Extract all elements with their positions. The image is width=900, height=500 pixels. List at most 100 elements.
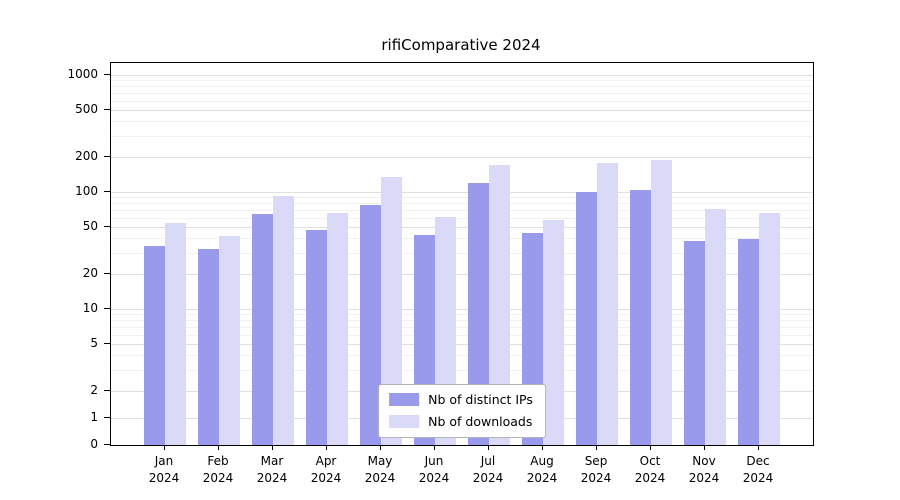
x-tick-month: Nov — [692, 454, 716, 468]
x-tick-year: 2024 — [256, 471, 288, 486]
gridline — [111, 156, 813, 158]
x-tick-mark — [487, 445, 489, 450]
x-tick-year: 2024 — [472, 471, 504, 486]
x-tick-year: 2024 — [526, 471, 558, 486]
y-tick-label: 2 — [90, 383, 98, 397]
gridline-minor — [111, 334, 813, 336]
legend: Nb of distinct IPs Nb of downloads — [378, 384, 546, 438]
x-tick-month: Mar — [260, 454, 284, 468]
gridline-minor — [111, 252, 813, 254]
bar-distinct-ips — [468, 182, 489, 445]
bar-distinct-ips — [306, 229, 327, 445]
y-tick-label: 200 — [75, 149, 98, 163]
x-tick-month: Feb — [207, 454, 229, 468]
y-tick-mark — [104, 443, 110, 445]
x-tick-mark — [649, 445, 651, 450]
y-tick-mark — [104, 307, 110, 309]
y-tick-mark — [104, 190, 110, 192]
x-tick-year: 2024 — [310, 471, 342, 486]
gridline — [111, 191, 813, 193]
gridline-minor — [111, 217, 813, 219]
y-tick-mark — [104, 108, 110, 110]
plot-area: Nb of distinct IPs Nb of downloads — [110, 62, 814, 446]
x-tick-label: Sep 2024 — [564, 453, 628, 488]
x-tick-label: Aug 2024 — [510, 453, 574, 488]
gridline — [111, 74, 813, 76]
gridline-minor — [111, 203, 813, 205]
x-tick-month: Jul — [480, 454, 496, 468]
y-tick-mark — [104, 225, 110, 227]
x-tick-month: Jun — [424, 454, 444, 468]
y-tick-label: 1000 — [67, 67, 98, 82]
y-tick-label: 500 — [75, 102, 98, 117]
bar-distinct-ips — [630, 189, 651, 445]
gridline — [111, 273, 813, 275]
bar-downloads — [327, 213, 348, 445]
bar-distinct-ips — [576, 192, 597, 445]
legend-swatch-distinct-ips — [389, 393, 420, 406]
legend-label-downloads: Nb of downloads — [428, 414, 533, 429]
x-tick-mark — [217, 445, 219, 450]
y-tick-mark — [104, 416, 110, 418]
bar-distinct-ips — [252, 214, 273, 445]
bar-distinct-ips — [198, 248, 219, 445]
y-tick-mark — [104, 389, 110, 391]
x-tick-year: 2024 — [418, 471, 450, 486]
y-tick-label: 10 — [82, 301, 98, 316]
bar-distinct-ips — [738, 238, 759, 445]
gridline-minor — [111, 135, 813, 137]
x-tick-year: 2024 — [688, 471, 720, 486]
x-tick-mark — [541, 445, 543, 450]
gridline-minor — [111, 320, 813, 322]
y-tick-label: 5 — [90, 336, 98, 351]
gridline-minor — [111, 86, 813, 88]
x-tick-label: Oct 2024 — [618, 453, 682, 488]
x-tick-mark — [595, 445, 597, 450]
x-tick-month: Jan — [154, 454, 174, 468]
x-tick-month: Aug — [530, 454, 554, 468]
y-tick-label: 20 — [82, 266, 98, 280]
x-tick-mark — [325, 445, 327, 450]
gridline-minor — [111, 80, 813, 82]
gridline — [111, 343, 813, 345]
gridline — [111, 226, 813, 228]
legend-swatch-downloads — [389, 415, 420, 428]
legend-label-distinct-ips: Nb of distinct IPs — [428, 392, 533, 407]
gridline-minor — [111, 314, 813, 316]
x-tick-label: Feb 2024 — [186, 453, 250, 488]
x-tick-month: Dec — [746, 454, 770, 468]
bar-downloads — [273, 195, 294, 445]
x-tick-year: 2024 — [742, 471, 774, 486]
gridline-minor — [111, 92, 813, 94]
bar-distinct-ips — [360, 204, 381, 445]
y-tick-label: 1 — [90, 410, 98, 424]
x-tick-mark — [757, 445, 759, 450]
x-tick-label: Jun 2024 — [402, 453, 466, 488]
x-tick-month: May — [367, 454, 393, 468]
bar-downloads — [381, 176, 402, 445]
x-tick-mark — [163, 445, 165, 450]
y-tick-label: 0 — [90, 437, 98, 451]
bar-distinct-ips — [684, 241, 705, 445]
x-tick-mark — [703, 445, 705, 450]
x-tick-label: Nov 2024 — [672, 453, 736, 488]
y-tick-mark — [104, 342, 110, 344]
x-tick-year: 2024 — [202, 471, 234, 486]
y-tick-label: 50 — [82, 219, 98, 234]
x-tick-label: Dec 2024 — [726, 453, 790, 488]
x-tick-label: May 2024 — [348, 453, 412, 488]
gridline-minor — [111, 100, 813, 102]
gridline-minor — [111, 121, 813, 123]
y-tick-mark — [104, 73, 110, 75]
legend-item-downloads: Nb of downloads — [389, 414, 533, 429]
chart-title: rifiComparative 2024 — [381, 36, 541, 54]
x-tick-label: Apr 2024 — [294, 453, 358, 488]
gridline — [111, 308, 813, 310]
bar-downloads — [705, 208, 726, 445]
bar-downloads — [597, 162, 618, 445]
gridline-minor — [111, 326, 813, 328]
x-tick-year: 2024 — [364, 471, 396, 486]
bar-downloads — [759, 213, 780, 445]
y-tick-mark — [104, 155, 110, 157]
legend-item-distinct-ips: Nb of distinct IPs — [389, 392, 533, 407]
